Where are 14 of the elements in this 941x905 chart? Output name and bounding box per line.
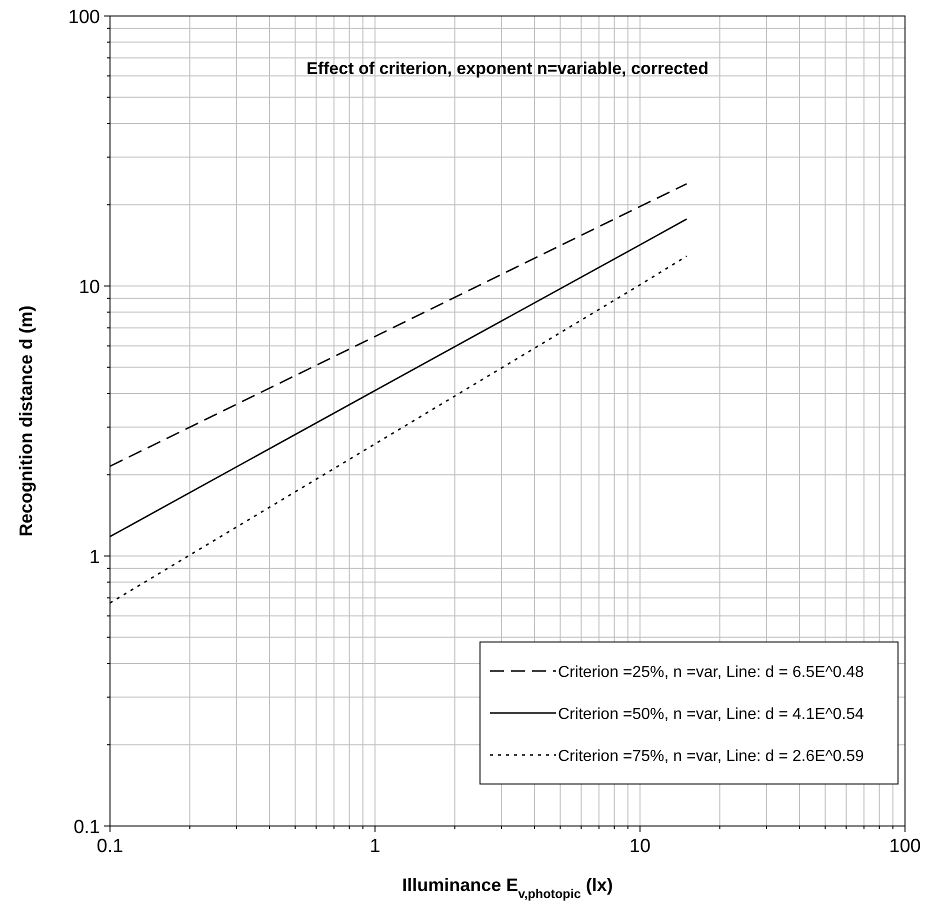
y-tick-label: 100 — [68, 7, 100, 28]
x-axis-title: Illuminance E$_{v,photopic}$ (lx) — [402, 875, 613, 901]
x-tick-label: 100 — [889, 836, 921, 857]
y-axis-title: Recognition distance d (m) — [16, 305, 36, 537]
x-tick-label: 0.1 — [96, 836, 124, 857]
legend-label: Criterion =75%, n =var, Line: d = 2.6E^0.59 — [558, 748, 864, 765]
x-tick-label: 10 — [629, 836, 651, 857]
y-tick-label: 0.1 — [74, 817, 100, 838]
legend-label: Criterion =50%, n =var, Line: d = 4.1E^0.54 — [558, 706, 864, 723]
x-tick-label: 1 — [370, 836, 380, 857]
text: Effect of criterion, exponent n=variable, corrected — [306, 59, 708, 78]
y-tick-label: 10 — [78, 277, 100, 298]
y-tick-label: 1 — [89, 547, 100, 568]
legend-label: Criterion =25%, n =var, Line: d = 6.5E^0.48 — [558, 664, 864, 681]
